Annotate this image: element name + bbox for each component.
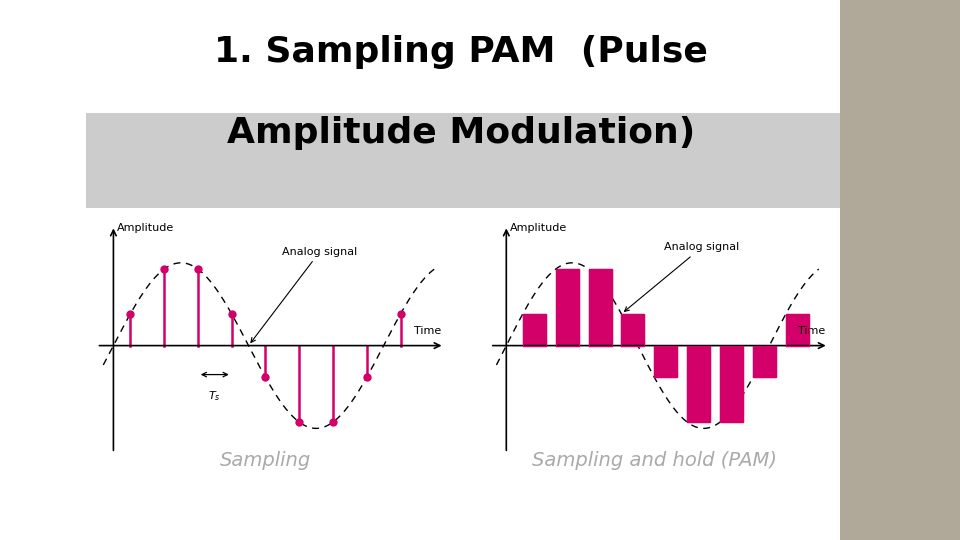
- Text: Analog signal: Analog signal: [251, 247, 357, 342]
- Polygon shape: [655, 346, 678, 377]
- Polygon shape: [786, 314, 809, 346]
- Text: Analog signal: Analog signal: [625, 242, 739, 312]
- Text: Sampling: Sampling: [220, 451, 311, 470]
- Polygon shape: [588, 269, 612, 346]
- Polygon shape: [753, 346, 776, 377]
- Text: Sampling and hold (PAM): Sampling and hold (PAM): [532, 451, 777, 470]
- Text: 1. Sampling PAM  (Pulse: 1. Sampling PAM (Pulse: [214, 35, 708, 69]
- Polygon shape: [687, 346, 710, 422]
- Text: Amplitude: Amplitude: [117, 223, 174, 233]
- Polygon shape: [720, 346, 743, 422]
- Polygon shape: [621, 314, 644, 346]
- Text: Time: Time: [414, 326, 441, 336]
- Text: Amplitude Modulation): Amplitude Modulation): [227, 116, 695, 150]
- Text: Amplitude: Amplitude: [510, 223, 566, 233]
- Text: $T_s$: $T_s$: [208, 389, 221, 403]
- Polygon shape: [556, 269, 579, 346]
- Text: Time: Time: [798, 326, 826, 336]
- Polygon shape: [523, 314, 546, 346]
